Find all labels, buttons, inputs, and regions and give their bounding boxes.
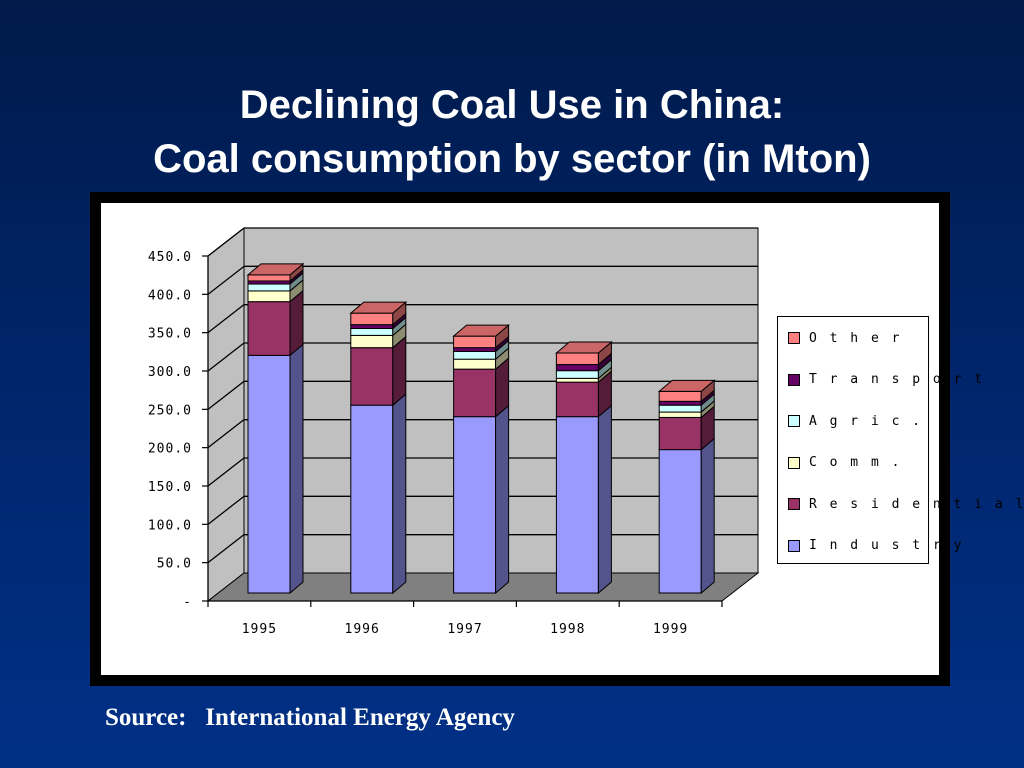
gridline-side: [207, 342, 245, 372]
bar-segment-other-1999: [658, 390, 702, 402]
bar-segment-transport-1996: [350, 324, 394, 329]
x-tick-label: 1996: [345, 622, 380, 637]
bar-segment-comm-1999: [658, 411, 702, 418]
bar-side-industry-1999: [700, 437, 715, 595]
legend-swatch: [788, 539, 800, 552]
bar-segment-other-1997: [453, 335, 497, 349]
x-tick-label: 1997: [447, 622, 482, 637]
bar-segment-transport-1999: [658, 400, 702, 406]
y-tick-label: 300.0: [148, 365, 192, 380]
bar-side-industry-1996: [392, 393, 407, 595]
y-tick-label: 400.0: [148, 288, 192, 303]
bar-top-1999: [657, 379, 716, 392]
bar-top-1998: [555, 341, 613, 354]
gridline-side: [207, 419, 245, 449]
gridline-side: [207, 380, 245, 410]
slide-title: Declining Coal Use in China: Coal consum…: [0, 78, 1024, 186]
y-tick-label: 350.0: [148, 327, 192, 342]
y-tick-label: 150.0: [148, 480, 192, 495]
bar-segment-residential-1999: [658, 416, 702, 451]
x-tick-label: 1999: [653, 622, 688, 637]
bar-segment-industry-1999: [658, 449, 702, 594]
bar-segment-other-1998: [555, 352, 599, 366]
legend-item-other: O t h e r: [788, 329, 902, 347]
gridline-side: [207, 457, 245, 487]
bar-side-industry-1997: [495, 404, 510, 595]
bar-segment-industry-1995: [247, 354, 291, 594]
bar-top-1996: [349, 301, 408, 314]
bar-top-1995: [246, 263, 305, 276]
legend-label: R e s i d e n t i a l: [809, 496, 1024, 512]
legend-swatch: [788, 415, 800, 427]
bar-segment-industry-1997: [453, 416, 497, 594]
y-tick-label: 200.0: [148, 442, 192, 457]
title-line-1: Declining Coal Use in China:: [239, 83, 785, 127]
bar-segment-residential-1996: [350, 347, 394, 406]
legend-item-industry: I n d u s t r y: [788, 537, 964, 555]
y-tick-label: 50.0: [157, 557, 192, 572]
bar-segment-agric-1996: [350, 328, 394, 336]
legend-item-residential: R e s i d e n t i a l: [788, 495, 1024, 513]
bar-segment-comm-1998: [555, 377, 599, 383]
bar-side-industry-1995: [289, 343, 304, 595]
gridline-side: [207, 304, 245, 334]
bar-segment-other-1996: [350, 312, 394, 326]
bar-segment-residential-1998: [555, 381, 599, 418]
chart-legend: O t h e r T r a n s p o r t A g r i c . C o…: [777, 316, 1023, 564]
bar-segment-transport-1997: [453, 347, 497, 352]
bar-segment-transport-1998: [555, 364, 599, 372]
legend-label: C o m m .: [809, 455, 902, 470]
legend-item-transport: T r a n s p o r t: [788, 371, 985, 389]
legend-item-agric: A g r i c .: [788, 412, 923, 430]
legend-label: I n d u s t r y: [809, 538, 964, 553]
bar-segment-agric-1997: [453, 351, 497, 360]
bar-segment-agric-1999: [658, 404, 702, 413]
legend-swatch: [788, 373, 800, 386]
bar-segment-residential-1995: [247, 301, 291, 356]
source-citation: Source: International Energy Agency: [105, 704, 515, 731]
bar-segment-agric-1998: [555, 370, 599, 379]
chart-side-wall: [207, 226, 245, 603]
legend-label: A g r i c .: [809, 413, 923, 429]
bar-side-industry-1998: [597, 404, 612, 595]
bar-segment-agric-1995: [247, 283, 291, 292]
gridline-side: [207, 495, 245, 525]
y-tick-label: 450.0: [148, 250, 192, 265]
bar-segment-comm-1997: [453, 358, 497, 370]
bar-top-1997: [452, 324, 510, 337]
bar-segment-comm-1995: [247, 290, 291, 303]
legend-swatch: [788, 456, 800, 469]
x-tick-label: 1998: [550, 622, 585, 637]
bar-segment-industry-1996: [350, 404, 394, 594]
bar-side-residential-1996: [392, 335, 407, 407]
x-tick-label: 1995: [242, 622, 277, 637]
bar-segment-industry-1998: [555, 416, 599, 594]
y-tick-label: 250.0: [148, 403, 192, 418]
legend-label: O t h e r: [809, 330, 902, 346]
y-tick-label: 100.0: [148, 518, 192, 533]
y-tick-label: -: [183, 595, 192, 610]
gridline-side: [207, 265, 245, 295]
legend-swatch: [788, 332, 800, 344]
legend-swatch: [788, 498, 800, 510]
bar-segment-comm-1996: [350, 334, 394, 349]
legend-item-comm: C o m m .: [788, 454, 902, 472]
bar-segment-other-1995: [247, 274, 291, 282]
gridline-side: [207, 227, 245, 257]
legend-label: T r a n s p o r t: [809, 372, 985, 387]
gridline-side: [207, 534, 245, 564]
title-line-2: Coal consumption by sector (in Mton): [153, 137, 871, 181]
bar-segment-residential-1997: [453, 368, 497, 418]
